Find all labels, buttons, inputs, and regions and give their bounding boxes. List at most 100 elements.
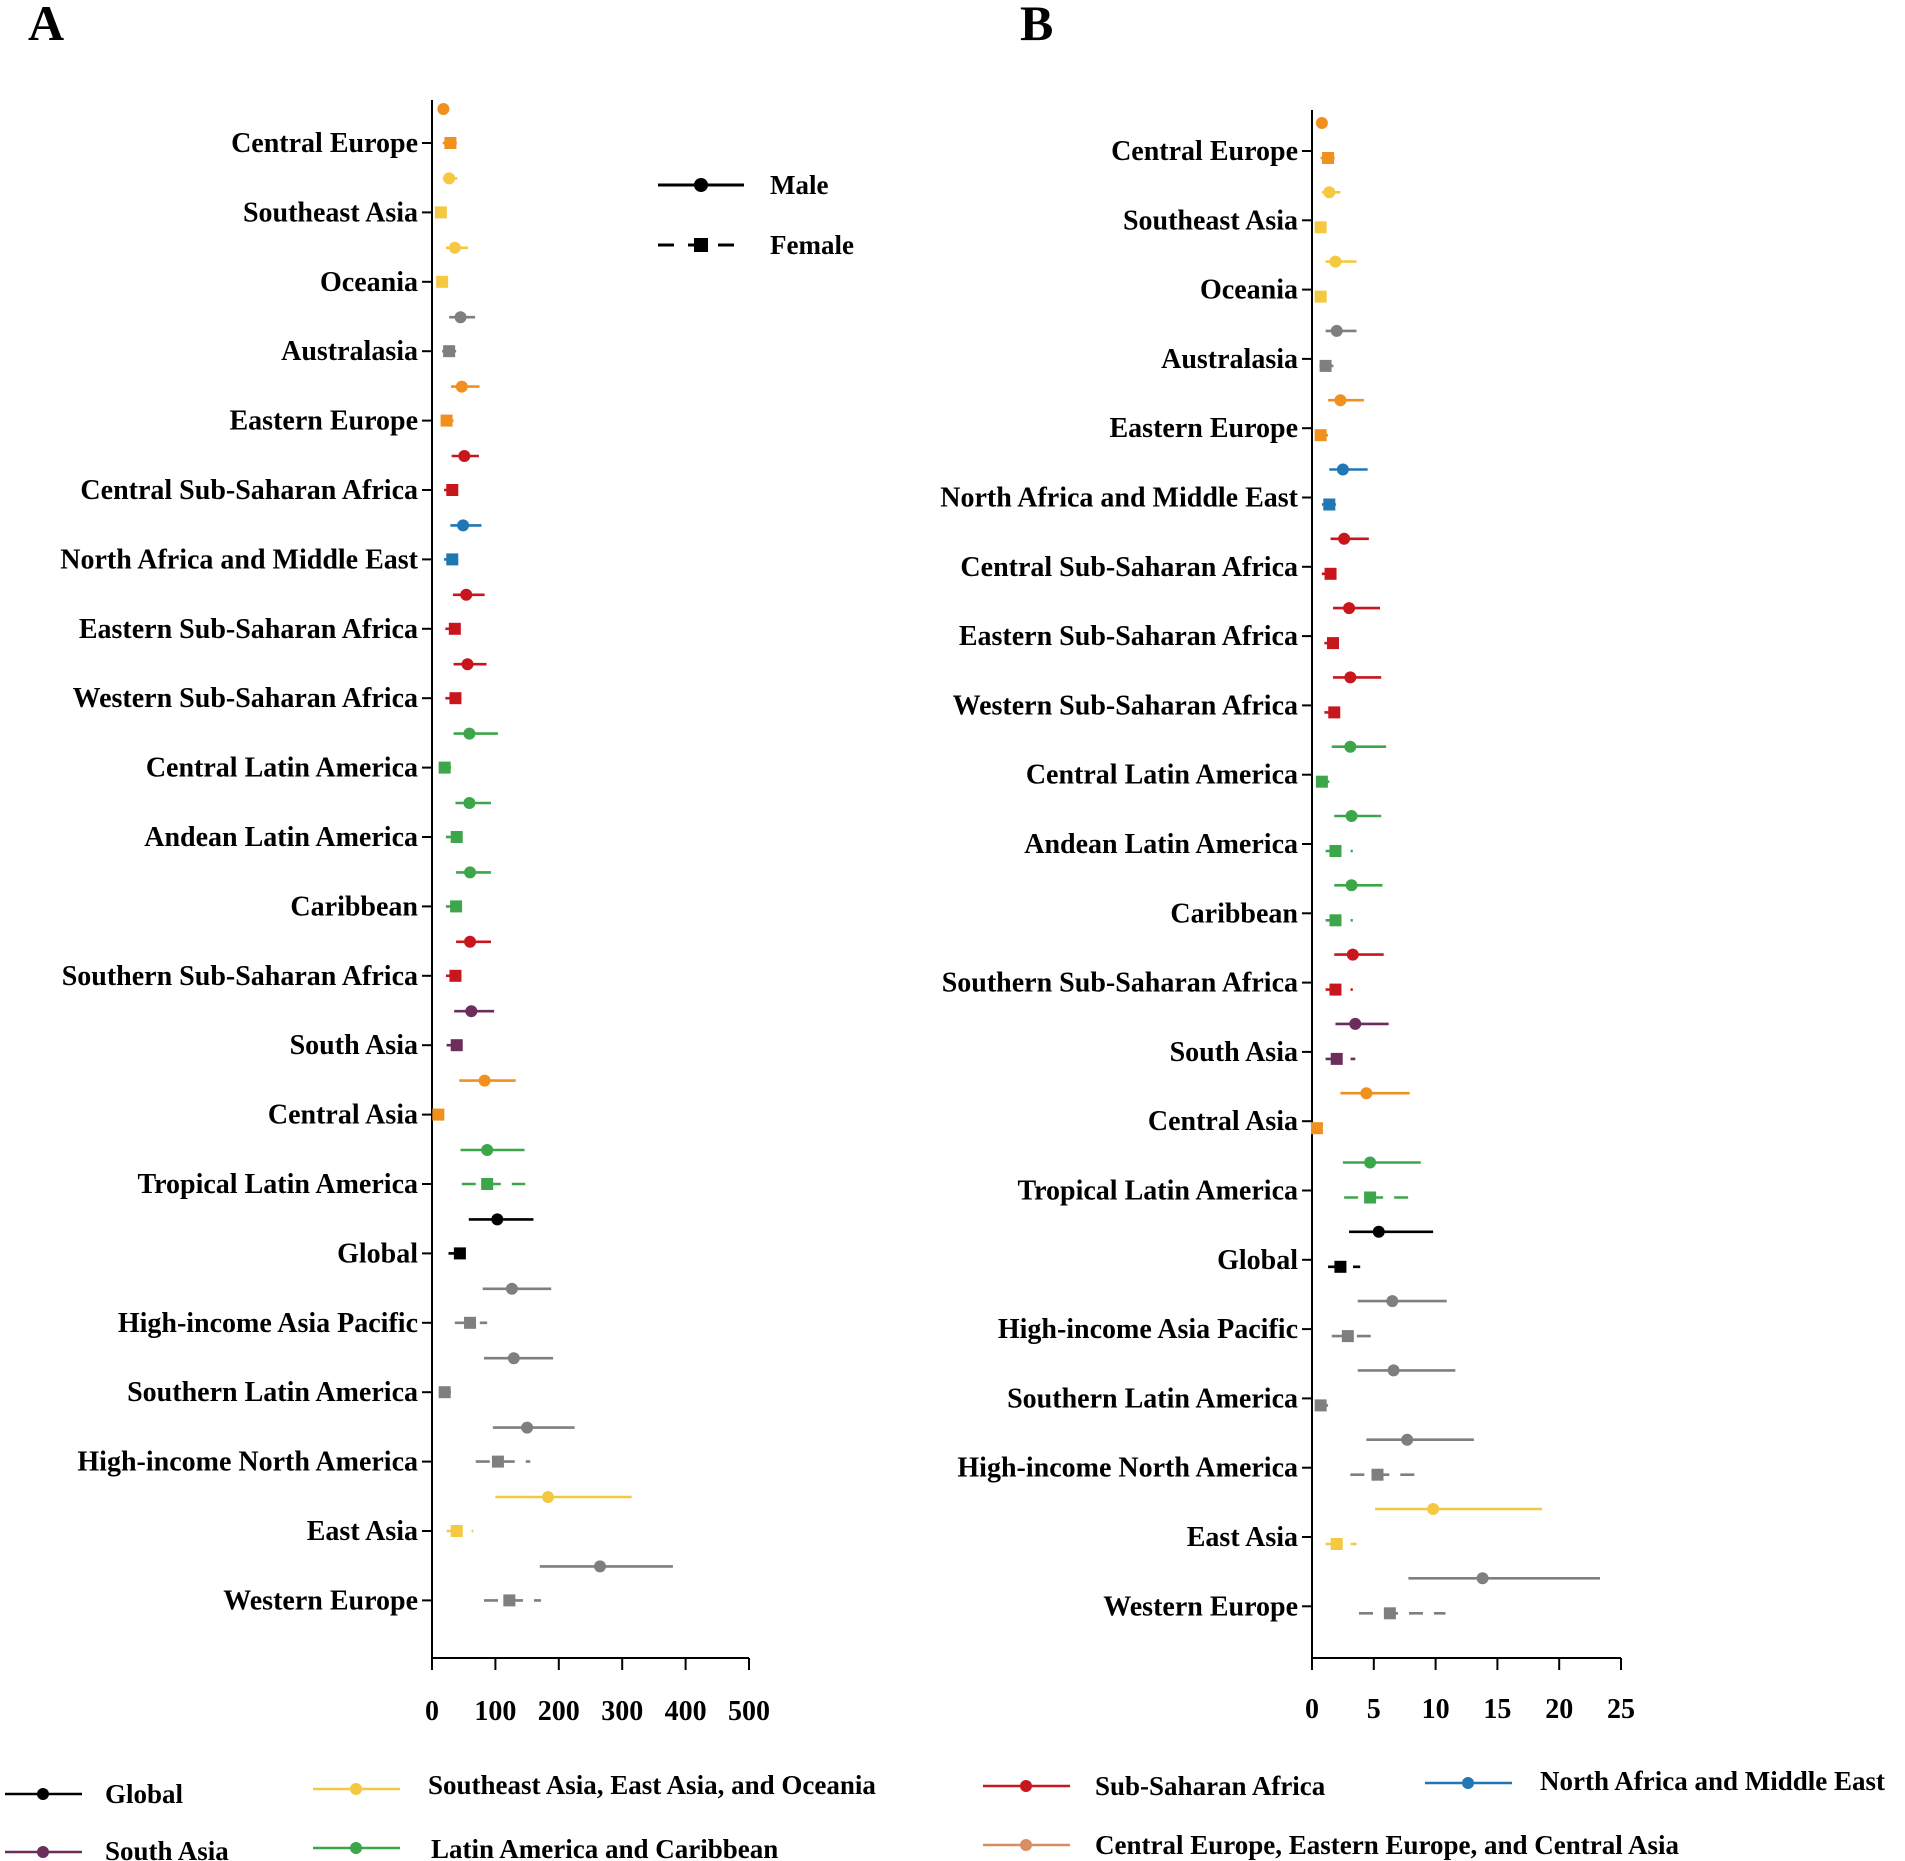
panel-b-female-point	[1330, 1052, 1343, 1065]
legend-seao-marker	[350, 1783, 362, 1795]
panel-a-female-point	[450, 1039, 463, 1052]
panel-b-region-label: Southeast Asia	[1123, 205, 1298, 236]
panel-b-region-label: North Africa and Middle East	[940, 483, 1298, 514]
legend-nafme-marker	[1462, 1777, 1474, 1789]
legend-ssa-label: Sub-Saharan Africa	[1095, 1771, 1326, 1801]
panel-b-region-label: Central Latin America	[1026, 760, 1298, 791]
panel-a-x-tick-label: 0	[425, 1696, 439, 1727]
panel-a-male-point	[458, 450, 471, 462]
panel-a-female-point	[449, 692, 462, 705]
panel-a-female-point	[446, 553, 459, 566]
panel-a-male-point	[507, 1352, 520, 1365]
panel-a-x-tick-label: 500	[728, 1696, 770, 1727]
panel-a-male-point	[465, 1005, 478, 1018]
panel-b-female-point	[1334, 1260, 1347, 1273]
panel-a-female-point	[449, 969, 462, 982]
panel-a-female-point	[450, 900, 463, 913]
panel-a-female-point	[446, 484, 459, 496]
panel-b-region-label: Australasia	[1161, 344, 1298, 375]
panel-a-female-point	[438, 1386, 451, 1399]
panel-a-x-tick-label: 200	[538, 1696, 580, 1727]
panel-b-male-point	[1387, 1364, 1400, 1377]
panel-a-region-label: Caribbean	[290, 891, 418, 922]
panel-a-female-point	[491, 1455, 504, 1468]
panel-a-female-point	[481, 1178, 494, 1190]
panel-a-male-point	[461, 658, 474, 671]
panel-b-male-point	[1360, 1087, 1373, 1100]
panel-a-male-point	[491, 1213, 504, 1226]
panel-a-male-point	[455, 380, 468, 393]
panel-b-female-point	[1330, 1538, 1343, 1550]
legend-sa-label: South Asia	[105, 1836, 229, 1861]
panel-a-x-tick-label: 100	[474, 1696, 516, 1727]
panel-a-male-point	[437, 103, 450, 115]
panel-b-male-point	[1336, 463, 1349, 476]
panel-b-region-label: Oceania	[1200, 275, 1298, 306]
panel-b-x-tick-label: 5	[1367, 1694, 1381, 1725]
panel-b-female-point	[1327, 637, 1340, 650]
panel-b-male-point	[1476, 1572, 1489, 1585]
panel-a-male-point	[505, 1282, 518, 1295]
panel-a-region-label: Tropical Latin America	[138, 1169, 419, 1200]
panel-a-x-tick-label: 300	[601, 1696, 643, 1727]
panel-b-female-point	[1383, 1607, 1396, 1620]
panel-a-region-label: North Africa and Middle East	[60, 544, 418, 575]
panel-letter-a: A	[28, 0, 64, 51]
panel-b-male-point	[1386, 1295, 1399, 1308]
panel-b-region-label: Eastern Europe	[1110, 413, 1299, 444]
panel-a-region-label: High-income North America	[77, 1447, 418, 1478]
panel-b-female-point	[1364, 1191, 1377, 1204]
legend-ceeca-marker	[1020, 1839, 1032, 1851]
panel-b-region-label: Central Asia	[1148, 1106, 1298, 1137]
panel-b-male-point	[1344, 671, 1357, 684]
panel-b-female-point	[1329, 845, 1342, 857]
panel-a-chart: 0 100 200 300 400 500 Central Europe Southeast …	[60, 100, 770, 1727]
panel-a-male-point	[448, 241, 461, 254]
panel-b-x-tick-label: 20	[1545, 1694, 1573, 1725]
panel-b-male-point	[1345, 810, 1358, 822]
panel-b-region-label: Central Europe	[1111, 136, 1298, 167]
panel-a-male-point	[464, 935, 477, 948]
panel-a-female-point	[448, 622, 461, 635]
legend-lac-marker	[350, 1842, 362, 1854]
panel-a-male-point	[521, 1421, 534, 1434]
panel-a-male-point	[594, 1560, 607, 1573]
panel-b-female-point	[1328, 706, 1341, 719]
panel-b-region-label: Tropical Latin America	[1018, 1176, 1299, 1207]
panel-a-female-point	[432, 1108, 445, 1121]
panel-b-female-point	[1319, 359, 1332, 372]
panel-b-female-point	[1324, 567, 1337, 580]
panel-b-x-tick-label: 0	[1305, 1694, 1319, 1725]
panel-b-female-point	[1314, 221, 1327, 234]
panel-b-male-point	[1344, 740, 1357, 753]
panel-b-female-point	[1310, 1122, 1323, 1135]
panel-a-female-point	[450, 1525, 463, 1537]
panel-b-male-point	[1372, 1225, 1385, 1238]
panel-b-x-tick-label: 15	[1483, 1694, 1511, 1725]
panel-b-region-label: Caribbean	[1170, 898, 1298, 929]
panel-b-region-label: High-income Asia Pacific	[998, 1314, 1298, 1345]
panel-a-female-point	[450, 831, 463, 843]
legend-global-marker	[37, 1788, 49, 1800]
panel-b-female-point	[1329, 983, 1342, 996]
panel-a-male-point	[463, 797, 476, 809]
panel-b-male-point	[1364, 1156, 1377, 1169]
panel-a-region-label: Eastern Sub-Saharan Africa	[79, 614, 418, 645]
panel-b-female-point	[1314, 290, 1327, 303]
legend-sa-marker	[37, 1846, 49, 1858]
panel-a-female-point	[464, 1316, 477, 1329]
panel-a-female-point	[436, 275, 449, 288]
panel-b-female-point	[1323, 498, 1336, 511]
panel-a-region-label: Western Sub-Saharan Africa	[73, 683, 418, 714]
panel-a-female-point	[444, 137, 457, 149]
panel-b-male-point	[1401, 1433, 1414, 1446]
panel-b-male-point	[1323, 186, 1336, 199]
panel-a-region-label: Central Europe	[231, 128, 418, 159]
legend-nafme-label: North Africa and Middle East	[1540, 1766, 1885, 1796]
panel-a-male-point	[463, 727, 476, 740]
panel-a-male-point	[443, 172, 456, 185]
panel-a-region-label: Central Asia	[268, 1100, 418, 1131]
panel-a-region-label: Eastern Europe	[230, 406, 419, 437]
panel-b-male-point	[1330, 324, 1343, 337]
